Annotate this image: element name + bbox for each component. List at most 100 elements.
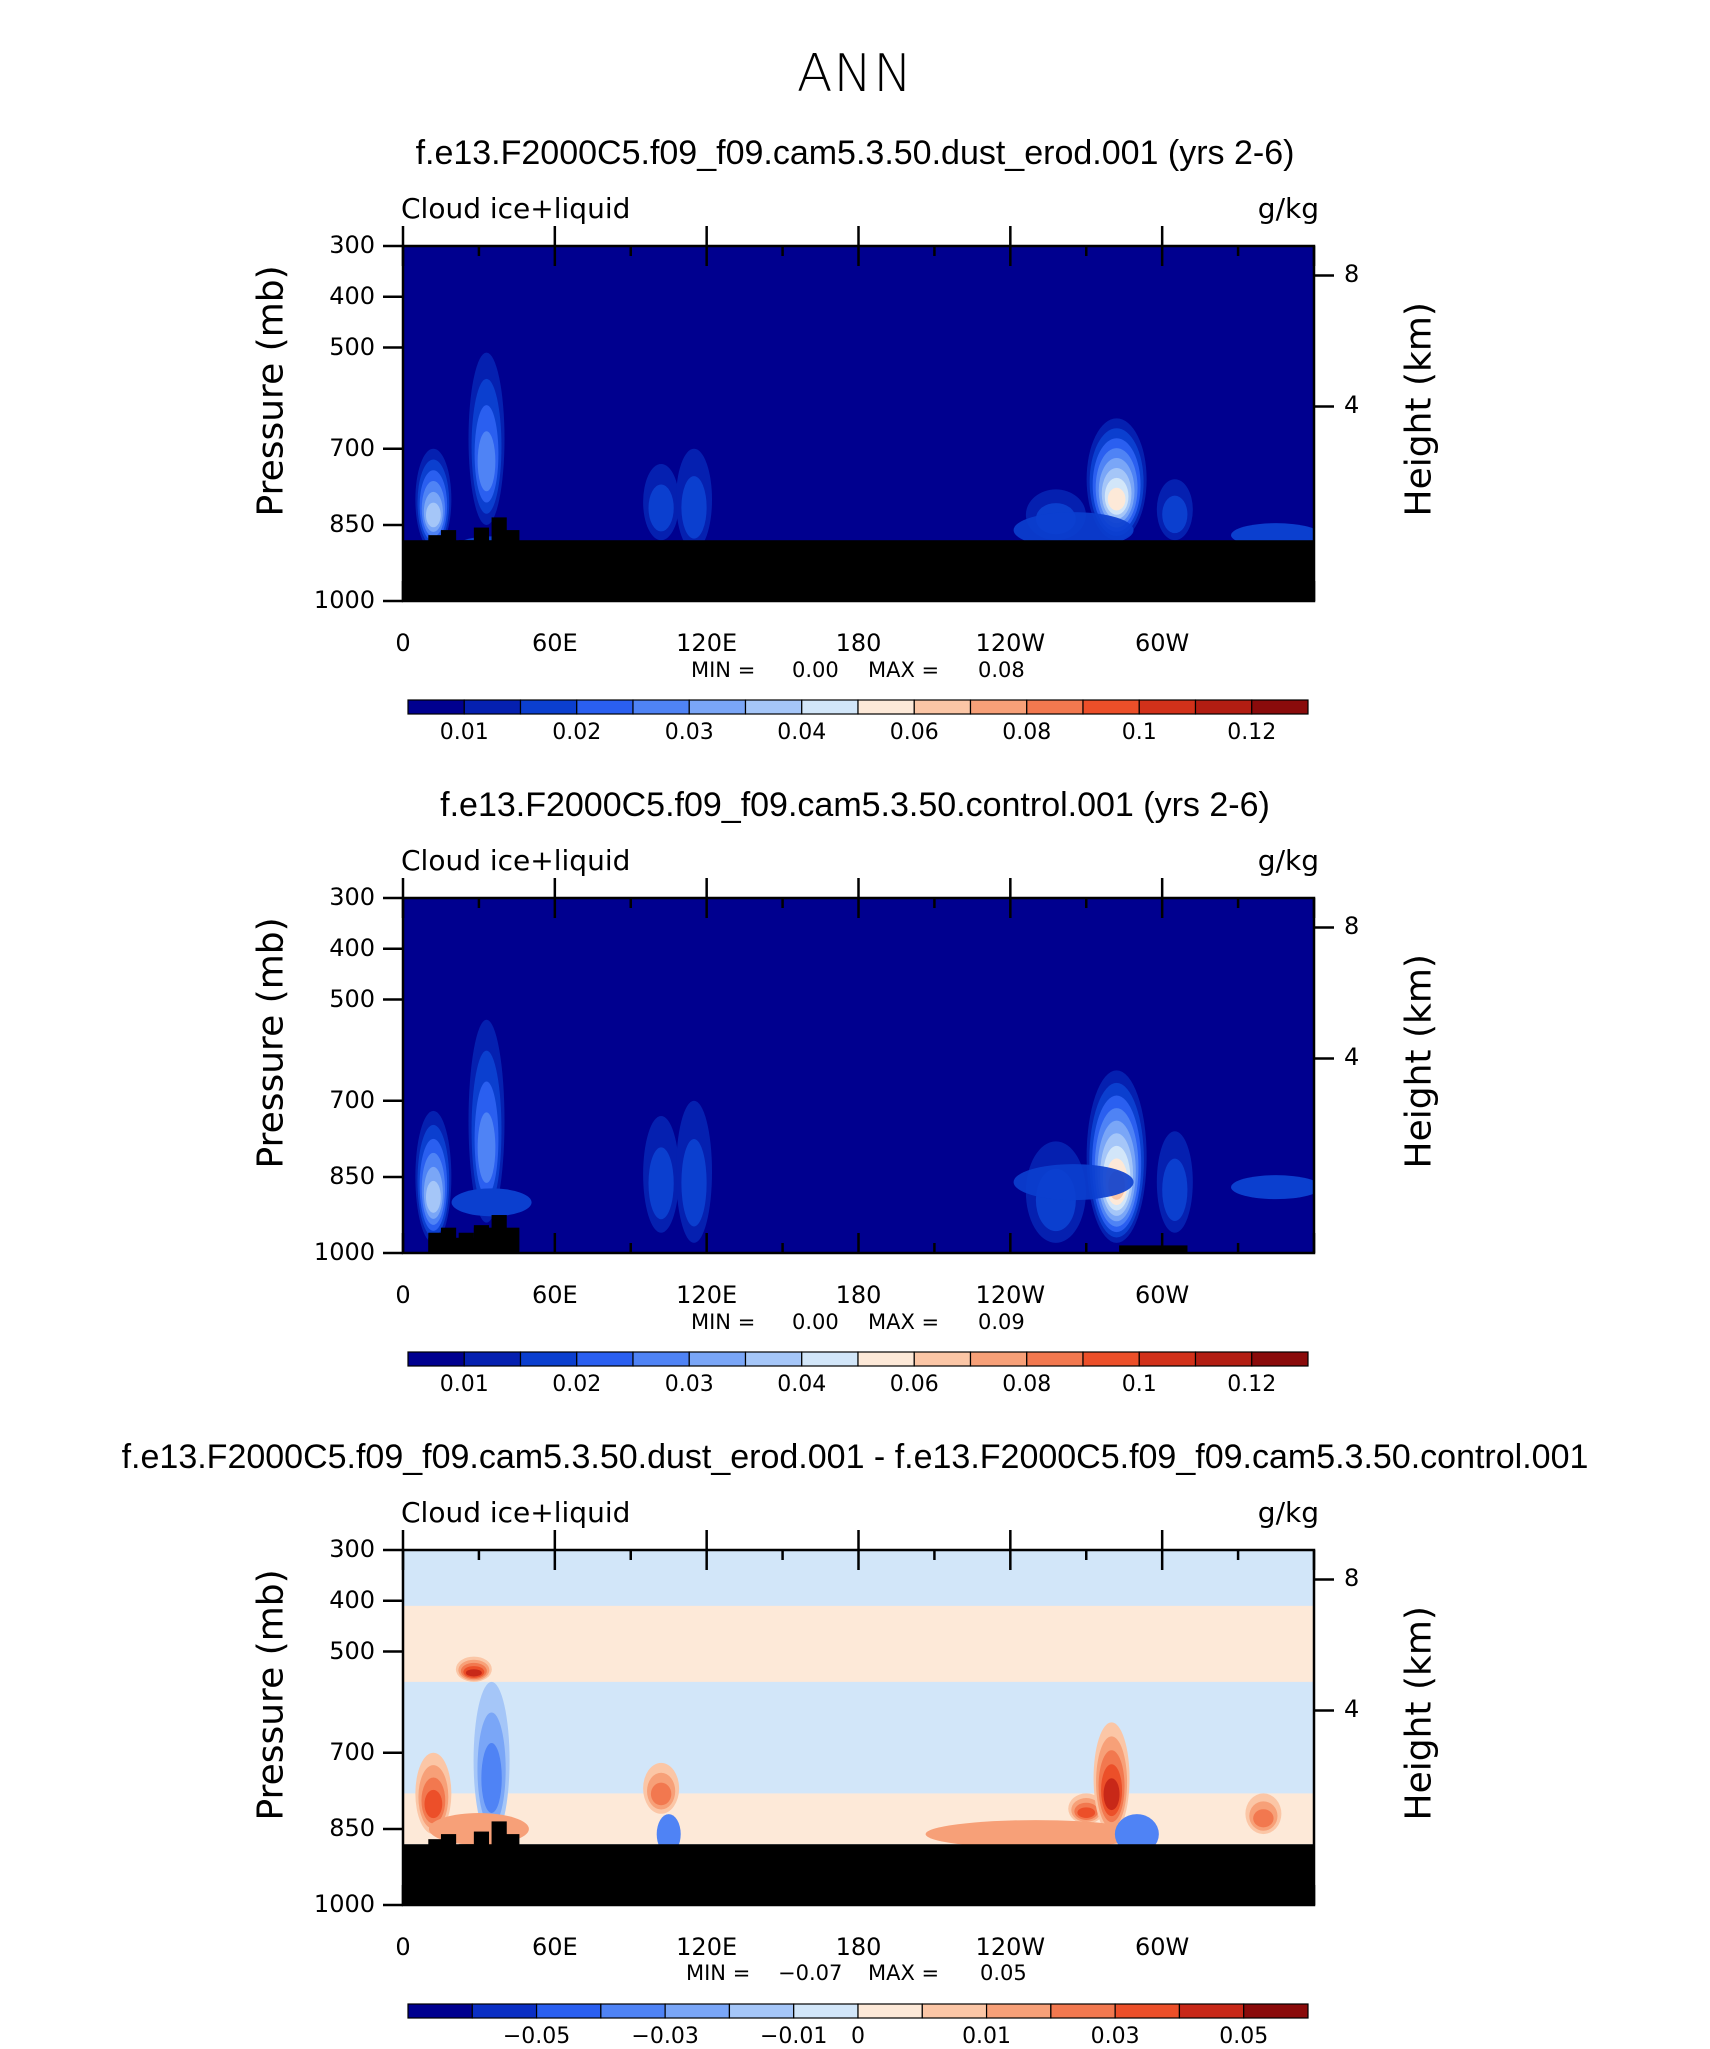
colorbar-swatch [1050,2003,1116,2019]
y-tick-label: 1000 [313,586,375,614]
y-axis-right-label: Height (km) [1398,302,1440,517]
topography-peak [491,517,507,601]
variable-label: Cloud ice+liquid [401,1496,631,1529]
colorbar-swatch [463,699,522,715]
topography-peak [473,527,490,601]
colorbar-label: 0.01 [962,2024,1012,2049]
colorbar-swatch [728,2003,795,2019]
x-tick-label: 180 [835,629,882,657]
page-title: ANN [796,44,914,104]
colorbar-label: 0.03 [664,720,714,745]
low-cloud-layer [1013,512,1134,549]
colorbar-label: 0.04 [777,720,827,745]
units-label: g/kg [1257,844,1319,877]
positive-band [403,1605,1314,1682]
contour-feature-2-level-1 [648,484,674,532]
units-label: g/kg [1257,1496,1319,1529]
contour-feature-0-level-5 [425,1180,441,1213]
colorbar-swatch [600,2003,666,2019]
y-right-tick-label: 8 [1344,912,1360,941]
panel-title: f.e13.F2000C5.f09_f09.cam5.3.50.dust_ero… [121,1438,1589,1476]
x-tick-label: 0 [395,1281,411,1309]
topography-peak [504,1227,520,1253]
min-label: MIN = [691,658,756,682]
colorbar-swatch [985,2003,1052,2019]
y-right-tick-label: 8 [1344,1564,1360,1593]
colorbar-label: 0 [851,2024,865,2049]
y-tick-label: 400 [329,1585,375,1614]
y-tick-label: 700 [329,1085,375,1114]
y-tick-label: 300 [329,883,375,911]
x-tick-label: 120E [676,1933,738,1961]
contour-feature-6-level-1 [1162,495,1188,534]
contour-feature-6-level-2 [1253,1809,1274,1828]
colorbar-swatch [519,1351,578,1367]
colorbar-swatch [535,2003,602,2019]
colorbar-swatch [1194,699,1253,715]
x-tick-label: 60E [531,629,578,657]
y-axis-right-label: Height (km) [1398,1606,1440,1821]
contour-feature-2-level-1 [648,1147,674,1220]
positive-anomaly [925,1820,1146,1849]
colorbar-label: 0.12 [1227,720,1277,745]
x-tick-label: 60W [1135,1281,1190,1309]
contour-feature-1-level-3 [477,431,496,492]
topography-peak [428,1839,444,1905]
colorbar-swatch [801,699,859,715]
colorbar-label: −0.03 [631,2024,699,2049]
variable-label: Cloud ice+liquid [401,844,631,877]
contour-feature-1-level-4 [465,1669,482,1677]
topography-peak [440,1227,457,1253]
y-tick-label: 500 [329,1636,375,1665]
y-tick-label: 400 [329,933,375,962]
contour-feature-3-level-1 [681,476,707,539]
x-tick-label: 120W [975,629,1046,657]
colorbar-swatch [857,2003,923,2019]
colorbar-label: 0.06 [889,720,939,745]
chart-panel-0 [383,226,1334,715]
colorbar-label: 0.03 [1090,2024,1140,2049]
colorbar-label: 0.01 [439,720,489,745]
y-tick-label: 850 [329,510,375,539]
topography-peak [491,1215,507,1253]
panel-title: f.e13.F2000C5.f09_f09.cam5.3.50.dust_ero… [415,134,1295,172]
colorbar-swatch [1138,1351,1197,1367]
max-value: 0.08 [978,658,1025,682]
colorbar-swatch [688,699,747,715]
topography-peak [491,1821,507,1905]
colorbar-swatch [407,1351,465,1367]
colorbar-swatch [407,2003,473,2019]
topography-peak [440,1834,457,1905]
y-right-tick-label: 4 [1344,391,1360,420]
contour-feature-0-level-3 [424,1789,443,1819]
colorbar-swatch [969,699,1028,715]
y-right-tick-label: 8 [1344,260,1360,289]
colorbar-swatch [576,1351,634,1367]
min-label: MIN = [691,1310,756,1334]
min-value: −0.07 [778,1961,843,1985]
low-cloud-layer [1231,1175,1314,1200]
low-cloud-layer [1013,1164,1134,1201]
low-cloud-layer [451,1188,532,1217]
y-tick-label: 850 [329,1814,375,1843]
colorbar-swatch [664,2003,731,2019]
max-label: MAX = [868,658,940,682]
colorbar-swatch [1138,699,1197,715]
y-tick-label: 700 [329,1737,375,1766]
topography-peak [428,535,444,601]
y-tick-label: 400 [329,281,375,310]
max-value: 0.05 [980,1961,1027,1985]
topography-peak [458,1844,474,1905]
colorbar-swatch [1026,699,1084,715]
colorbar-swatch [1178,2003,1245,2019]
x-tick-label: 120E [676,629,738,657]
topography-peak [458,540,474,601]
x-tick-label: 60W [1135,1933,1190,1961]
colorbar-label: 0.01 [439,1372,489,1397]
x-tick-label: 180 [835,1933,882,1961]
colorbar-swatch [969,1351,1028,1367]
colorbar-swatch [921,2003,988,2019]
panel-title: f.e13.F2000C5.f09_f09.cam5.3.50.control.… [440,786,1270,824]
contour-feature-5-level-4 [1103,1778,1120,1811]
colorbar-swatch [519,699,578,715]
